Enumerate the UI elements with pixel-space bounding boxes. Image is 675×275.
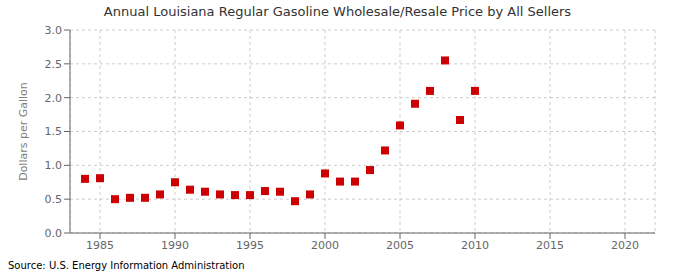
svg-text:3.0: 3.0 [45, 24, 63, 37]
svg-text:2.0: 2.0 [45, 92, 63, 105]
svg-text:2005: 2005 [386, 239, 414, 252]
svg-text:2015: 2015 [536, 239, 564, 252]
svg-text:Dollars per Gallon: Dollars per Gallon [17, 82, 30, 181]
svg-text:0.5: 0.5 [45, 193, 63, 206]
svg-text:2.5: 2.5 [45, 58, 63, 71]
svg-text:1990: 1990 [161, 239, 189, 252]
svg-text:1.0: 1.0 [45, 159, 63, 172]
svg-text:1995: 1995 [236, 239, 264, 252]
svg-text:0.0: 0.0 [45, 227, 63, 240]
html-text:Source: U.S. Energy Informatio: Source: U.S. Energy Information Administ… [8, 260, 245, 271]
svg-text:2000: 2000 [311, 239, 339, 252]
svg-text:1985: 1985 [86, 239, 114, 252]
svg-text:2010: 2010 [461, 239, 489, 252]
html-text:Annual Louisiana Regular Gasol: Annual Louisiana Regular Gasoline Wholes… [103, 4, 572, 19]
svg-text:1.5: 1.5 [45, 125, 63, 138]
svg-text:2020: 2020 [611, 239, 639, 252]
